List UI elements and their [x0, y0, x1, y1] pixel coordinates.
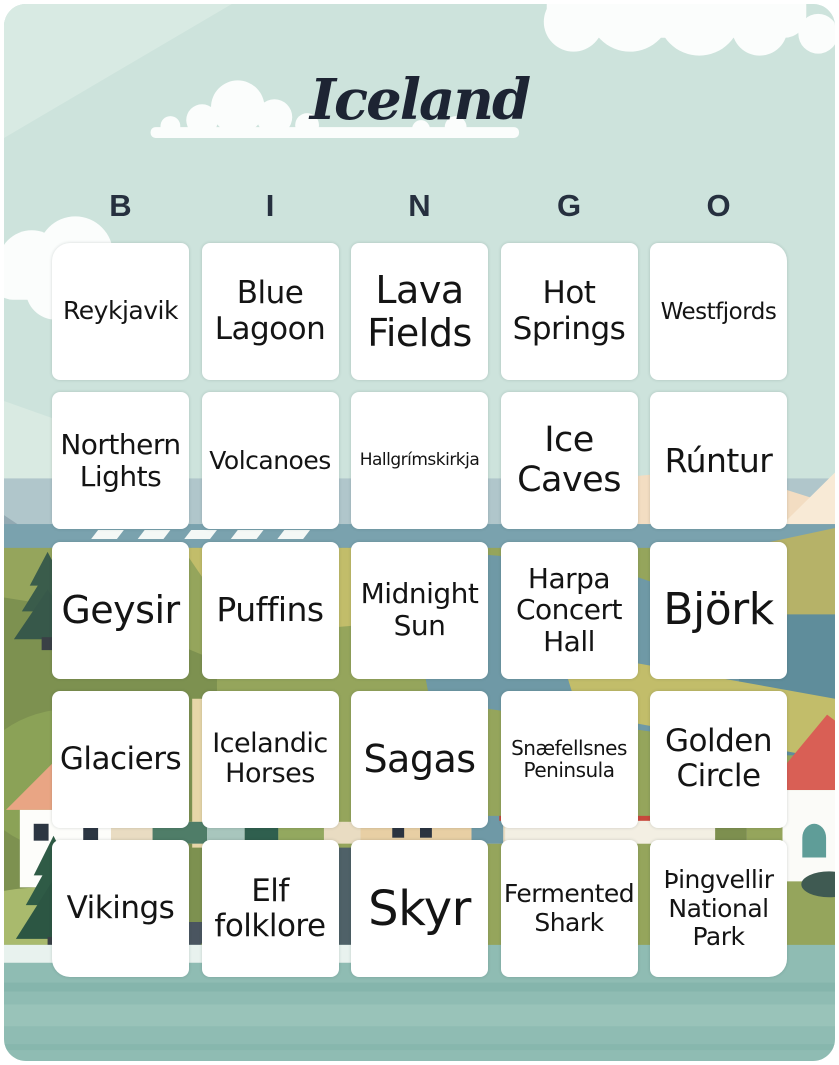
bingo-cell-label: Hot Springs	[512, 275, 626, 347]
bingo-cell-label: Golden Circle	[665, 723, 773, 795]
bingo-letter: I	[265, 188, 275, 223]
bingo-cell[interactable]: Midnight Sun	[351, 541, 488, 679]
bingo-cell[interactable]: Geysir	[52, 541, 189, 679]
bingo-cell-label: Glaciers	[59, 740, 182, 777]
bingo-cell-label: Icelandic Horses	[212, 727, 328, 790]
bingo-cell-label: Puffins	[216, 590, 324, 630]
bingo-cell[interactable]: Vikings	[52, 840, 189, 978]
page-title: Iceland	[309, 67, 531, 133]
bingo-cell[interactable]: Elf folklore	[201, 840, 339, 978]
bingo-cell[interactable]: Hot Springs	[500, 243, 638, 380]
bingo-cell[interactable]: Sagas	[351, 690, 488, 828]
bingo-cell-label: Volcanoes	[209, 445, 331, 475]
bingo-cell-label: Sagas	[363, 736, 476, 781]
bingo-cell-label: Harpa Concert Hall	[515, 561, 623, 658]
bingo-cell[interactable]: Icelandic Horses	[201, 690, 339, 828]
bingo-letter: B	[109, 188, 132, 223]
bingo-cell-label: Geysir	[61, 587, 180, 632]
bingo-cell-label: Midnight Sun	[360, 577, 479, 643]
bingo-cell-label: Skyr	[368, 880, 471, 937]
bingo-cell-label: Björk	[663, 584, 774, 636]
cloud-icon	[543, 4, 835, 56]
bingo-cell[interactable]: Harpa Concert Hall	[500, 541, 638, 679]
bingo-cell-label: Þingvellir National Park	[663, 865, 774, 951]
bingo-cell[interactable]: Þingvellir National Park	[650, 840, 787, 978]
bingo-cell-label: Ice Caves	[517, 420, 621, 500]
bingo-cell-label: Reykjavik	[63, 296, 178, 326]
bingo-letter: O	[706, 188, 731, 223]
bingo-cell-label: Westfjords	[660, 298, 777, 325]
bingo-cell[interactable]: Northern Lights	[52, 392, 189, 530]
bingo-cell-label: Rúntur	[664, 441, 773, 481]
bingo-cell-label: Elf folklore	[214, 872, 326, 944]
bingo-cell-label: Blue Lagoon	[214, 275, 326, 347]
bingo-cell[interactable]: Golden Circle	[650, 690, 787, 828]
bingo-cell[interactable]: Glaciers	[52, 690, 189, 828]
bingo-cell[interactable]: Rúntur	[650, 392, 787, 530]
illustration-scene: Iceland B I N G O Reykjavik Blue Lagoon Lava F…	[4, 4, 835, 1061]
bingo-cell-label: Fermented Shark	[503, 879, 635, 937]
bingo-cell[interactable]: Hallgrímskirkja	[351, 392, 488, 530]
bingo-cell[interactable]: Reykjavik	[52, 243, 189, 380]
bingo-cell[interactable]: Westfjords	[650, 243, 787, 380]
bingo-cell-label: Hallgrímskirkja	[359, 450, 480, 471]
bingo-cell-label: Lava Fields	[367, 267, 472, 355]
bingo-cell[interactable]: Snæfellsnes Peninsula	[500, 690, 638, 828]
bingo-grid: Reykjavik Blue Lagoon Lava Fields Hot Sprin…	[52, 243, 787, 978]
bingo-letter: N	[408, 188, 431, 223]
bingo-cell[interactable]: Ice Caves	[500, 392, 638, 530]
bingo-cell[interactable]: Fermented Shark	[500, 840, 638, 978]
bingo-cell[interactable]: Blue Lagoon	[201, 243, 339, 380]
bingo-letter: G	[556, 188, 582, 223]
bingo-cell-label: Northern Lights	[60, 428, 181, 493]
bingo-cell[interactable]: Björk	[650, 541, 787, 679]
bingo-cell[interactable]: Puffins	[201, 541, 339, 679]
bingo-cell[interactable]: Lava Fields	[351, 243, 488, 380]
cloud-icon	[150, 80, 520, 138]
bingo-cell-label: Vikings	[66, 890, 175, 927]
bingo-cell[interactable]: Volcanoes	[201, 392, 339, 530]
bingo-cell-label: Snæfellsnes Peninsula	[511, 735, 627, 783]
bingo-cell[interactable]: Skyr	[351, 840, 488, 978]
